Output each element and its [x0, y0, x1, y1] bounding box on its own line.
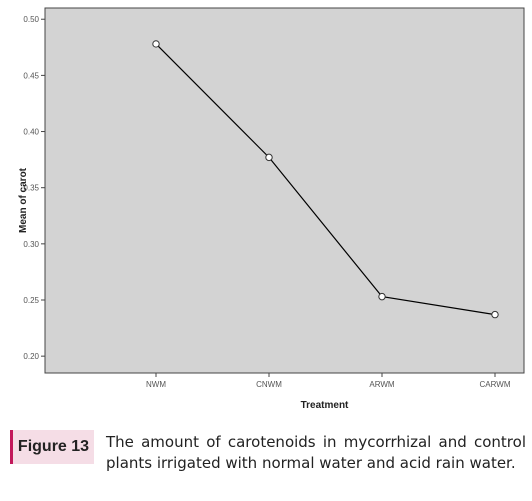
x-tick-label: ARWM [369, 380, 395, 389]
x-axis: NWM CNWM ARWM CARWM [146, 373, 511, 389]
y-axis: 0.50 0.45 0.40 0.35 0.30 0.25 0.20 [23, 15, 45, 361]
y-tick-label: 0.50 [23, 15, 39, 24]
plot-area [44, 7, 525, 374]
y-tick-label: 0.20 [23, 352, 39, 361]
x-axis-title: Treatment [301, 400, 349, 411]
y-tick-label: 0.40 [23, 128, 39, 137]
data-point [378, 292, 386, 301]
figure-label: Figure 13 [10, 430, 94, 464]
series-layer [152, 40, 499, 319]
chart-figure: 0.50 0.45 0.40 0.35 0.30 0.25 0.20 NWM CNWM ARWM… [18, 7, 525, 411]
data-point [265, 153, 273, 162]
line-chart: 0.50 0.45 0.40 0.35 0.30 0.25 0.20 NWM CNWM ARWM… [18, 7, 525, 411]
x-tick-label: CARWM [480, 380, 511, 389]
x-tick-label: NWM [146, 380, 166, 389]
x-tick-label: CNWM [256, 380, 282, 389]
y-axis-title: Mean of carot [18, 167, 29, 233]
data-point [152, 40, 160, 48]
y-tick-label: 0.35 [23, 184, 39, 193]
data-point [491, 310, 499, 319]
y-tick-label: 0.45 [23, 71, 39, 80]
caption-text: The amount of carotenoids in mycorrhizal… [106, 433, 526, 472]
y-tick-label: 0.25 [23, 296, 39, 305]
figure-caption: Figure 13 The amount of carotenoids in m… [10, 430, 526, 498]
series-line [155, 43, 496, 316]
y-tick-label: 0.30 [23, 240, 39, 249]
